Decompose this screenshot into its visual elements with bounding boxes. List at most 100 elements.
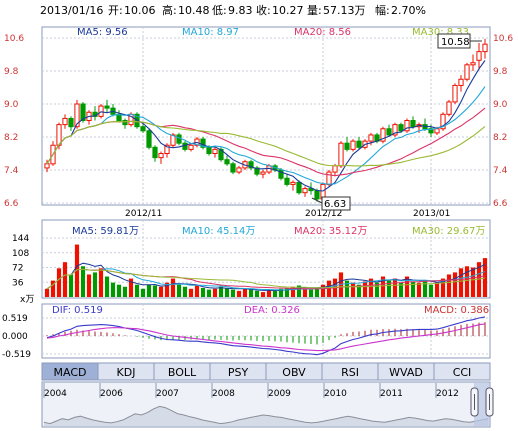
max-price-callout: 10.58: [437, 33, 482, 49]
price-ma30-legend: MA30: 8.33: [412, 27, 469, 38]
overview-line: [43, 405, 489, 425]
volume-bar: [278, 288, 284, 297]
volume-ma30-line: [46, 268, 486, 290]
tab-label-rsi[interactable]: RSI: [341, 366, 359, 379]
overview-year-label: 2008: [212, 389, 235, 399]
overview-year-label: 2011: [380, 389, 403, 399]
header-high-label: 高:: [162, 3, 177, 17]
volume-bar: [80, 266, 86, 297]
candle-body: [428, 128, 434, 134]
volume-bar: [260, 292, 266, 297]
candle-body: [248, 161, 254, 169]
header-volume-label: 量:: [307, 4, 322, 17]
candle-body: [434, 128, 440, 134]
volume-ma10-line: [46, 268, 486, 291]
candle-body: [62, 117, 68, 126]
candle-body: [170, 134, 176, 146]
candle-body: [350, 140, 356, 150]
candle-body: [278, 169, 284, 179]
header-change-label: 幅:: [375, 4, 390, 17]
tab-label-cci[interactable]: CCI: [453, 366, 472, 379]
volume-y-tick: 36: [12, 278, 24, 288]
volume-bar: [122, 286, 128, 297]
header-low: 9.83: [228, 4, 253, 17]
price-y-tick-right: 9.0: [493, 100, 508, 110]
candle-body: [158, 153, 164, 159]
candle-body: [290, 181, 296, 185]
price-ma20-legend: MA20: 8.56: [294, 27, 351, 38]
volume-bar: [74, 244, 80, 297]
volume-bar: [242, 288, 248, 297]
macd-dea-line: [46, 323, 486, 352]
macd-dif-legend: DIF: 0.519: [52, 305, 103, 316]
price-ma-lines: [46, 60, 486, 192]
price-panel: [41, 26, 491, 206]
volume-bar: [356, 284, 362, 297]
volume-bar: [164, 282, 170, 297]
price-y-tick-left: 8.2: [4, 133, 18, 143]
volume-grid: [42, 237, 490, 283]
volume-bar: [410, 281, 416, 297]
volume-bar: [248, 289, 254, 297]
tab-label-obv[interactable]: OBV: [282, 366, 306, 379]
overview-right-handle[interactable]: [485, 387, 494, 417]
candle-body: [260, 171, 266, 175]
overview-year-label: 2006: [100, 389, 123, 399]
candle-body: [368, 134, 374, 142]
candle-body: [56, 124, 62, 146]
volume-bar: [110, 282, 116, 297]
candle-body: [254, 167, 260, 175]
price-x-tick: 2012/11: [125, 209, 162, 219]
volume-bar: [446, 274, 452, 297]
volume-ma5-line: [46, 262, 486, 292]
volume-bar: [188, 288, 194, 297]
overview-chart: 2004 2006 2007 2008 2009 2010 2011 2012: [43, 383, 489, 426]
tab-cci[interactable]: [433, 362, 491, 381]
volume-bar: [368, 278, 374, 297]
tab-label-macd[interactable]: MACD: [54, 366, 87, 379]
macd-y-tick-left: 0.519: [2, 314, 28, 324]
price-ma30-line: [46, 120, 486, 167]
candle-body: [200, 138, 206, 148]
volume-bar: [422, 280, 428, 297]
macd-lines: [46, 316, 486, 356]
candle-body: [44, 163, 50, 169]
volume-bar: [326, 280, 332, 297]
max-price-label: 10.58: [441, 37, 470, 48]
volume-bar: [398, 282, 404, 297]
overview-year-label: 2010: [324, 389, 347, 399]
tab-label-boll[interactable]: BOLL: [168, 366, 197, 379]
price-ma5-line: [46, 60, 486, 192]
volume-bar: [230, 289, 236, 297]
volume-bar: [44, 288, 50, 297]
tab-label-kdj[interactable]: KDJ: [117, 366, 136, 379]
candle-body: [236, 167, 242, 173]
tab-label-psy[interactable]: PSY: [228, 366, 249, 379]
header-low-label: 低:: [212, 4, 227, 17]
volume-ma-lines: [46, 262, 486, 292]
overview-year-label: 2004: [44, 389, 67, 399]
overview-left-handle[interactable]: [470, 387, 479, 417]
volume-bar: [470, 267, 476, 297]
candle-body: [296, 181, 302, 194]
volume-bar: [404, 276, 410, 297]
candle-body: [122, 120, 128, 126]
macd-value-legend: MACD: 0.386: [424, 305, 489, 316]
candle-body: [470, 62, 476, 66]
volume-bar: [266, 289, 272, 297]
macd-dif-line: [46, 316, 486, 356]
volume-y-tick: 108: [12, 249, 29, 259]
indicator-tabs[interactable]: MACD KDJ BOLL PSY OBV RSI WVAD CCI: [41, 362, 491, 381]
header-open-label: 开:: [108, 4, 123, 17]
price-y-tick-left: 9.0: [4, 100, 19, 110]
candle-body: [338, 142, 344, 167]
volume-bar: [218, 286, 224, 297]
price-y-tick-right: 6.6: [493, 199, 508, 209]
volume-unit: x万: [20, 295, 34, 305]
volume-bar: [428, 284, 434, 297]
volume-bar: [146, 284, 152, 297]
tab-label-wvad[interactable]: WVAD: [389, 366, 423, 379]
volume-bar: [104, 276, 110, 297]
volume-bar: [224, 287, 230, 297]
volume-bar: [302, 288, 308, 297]
